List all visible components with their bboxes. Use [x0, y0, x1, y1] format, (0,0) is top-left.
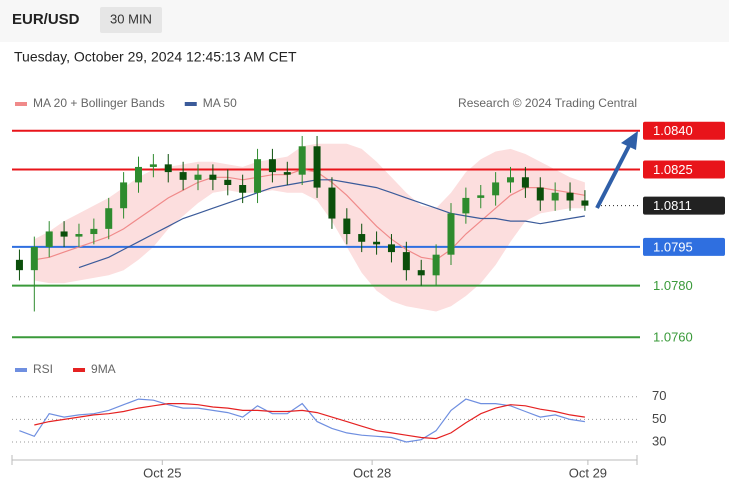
candle-body — [209, 174, 217, 180]
candle-body — [224, 179, 232, 185]
candle-body — [581, 200, 589, 206]
credit: Research © 2024 Trading Central — [458, 96, 637, 110]
candle-body — [75, 234, 83, 237]
candle-body — [507, 177, 515, 183]
level-label: 1.0825 — [653, 162, 693, 177]
legend-label: MA 20 + Bollinger Bands — [33, 96, 165, 110]
candle-body — [521, 177, 529, 188]
candle-body — [283, 172, 291, 175]
candle-body — [268, 159, 276, 173]
candle-body — [462, 197, 470, 214]
candle-body — [551, 192, 559, 201]
legend-swatch — [15, 102, 27, 106]
level-tag — [643, 160, 725, 179]
candle-body — [358, 234, 366, 242]
legend-swatch — [73, 368, 86, 372]
x-tick-label: Oct 28 — [353, 465, 391, 480]
legend-swatch — [184, 102, 197, 106]
level-label: 1.0760 — [653, 330, 693, 345]
candle-body — [402, 252, 410, 271]
legend-swatch — [15, 368, 27, 372]
candle-body — [105, 208, 113, 229]
y-tick-label: 50 — [652, 411, 666, 426]
candle-body — [432, 254, 440, 276]
interval[interactable]: 30 MIN — [110, 11, 152, 26]
rsi-panel: Oct 25 Oct 28 Oct 29 30 50 70 RSI 9MA — [11, 362, 666, 480]
candle-body — [179, 172, 187, 180]
candle-body — [343, 218, 351, 235]
candle-body — [373, 241, 381, 245]
candle-body — [313, 146, 321, 188]
candle-body — [164, 164, 172, 173]
candle-body — [536, 187, 544, 201]
level-tag — [643, 196, 725, 215]
candle-body — [298, 146, 306, 175]
candle-body — [60, 231, 68, 237]
candle-body — [566, 192, 574, 201]
candle-body — [492, 182, 500, 196]
level-tag — [643, 121, 725, 140]
forecast-arrow — [595, 143, 632, 209]
candle-body — [447, 213, 455, 255]
level-label: 1.0780 — [653, 278, 693, 293]
y-tick-label: 30 — [652, 433, 666, 448]
candle-body — [239, 185, 247, 193]
candle-body — [387, 244, 395, 253]
rsi-line — [34, 403, 585, 440]
timestamp: Tuesday, October 29, 2024 12:45:13 AM CE… — [14, 49, 297, 65]
candle-body — [328, 187, 336, 219]
candle-body — [194, 174, 202, 180]
level-label: 1.0795 — [653, 239, 693, 254]
candle-body — [477, 195, 485, 198]
candle-body — [120, 182, 128, 209]
legend-label: RSI — [33, 362, 53, 376]
symbol: EUR/USD — [12, 11, 80, 28]
x-tick-label: Oct 25 — [143, 465, 181, 480]
bollinger-band — [34, 143, 585, 312]
y-tick-label: 70 — [652, 388, 666, 403]
level-tag — [643, 237, 725, 256]
forecast-arrowhead — [621, 131, 638, 150]
legend-label: MA 50 — [203, 96, 237, 110]
candle-body — [30, 246, 38, 271]
legend-label: 9MA — [91, 362, 116, 376]
level-label: 1.0811 — [653, 198, 692, 213]
candle-body — [90, 228, 98, 235]
price-panel: 1.0840 1.0825 1.0811 1.0795 1.0780 1.0760 MA 2… — [12, 96, 725, 345]
x-tick-label: Oct 29 — [569, 465, 607, 480]
candle-body — [45, 231, 53, 247]
candle-body — [254, 159, 262, 193]
candle-body — [134, 166, 142, 183]
candle-body — [15, 259, 23, 271]
rsi-line — [19, 398, 585, 443]
overlay — [595, 131, 638, 209]
candle-body — [417, 270, 425, 276]
moving-average — [34, 168, 586, 261]
level-label: 1.0840 — [653, 123, 693, 138]
candle-body — [149, 164, 157, 167]
interval-box[interactable] — [100, 7, 162, 33]
